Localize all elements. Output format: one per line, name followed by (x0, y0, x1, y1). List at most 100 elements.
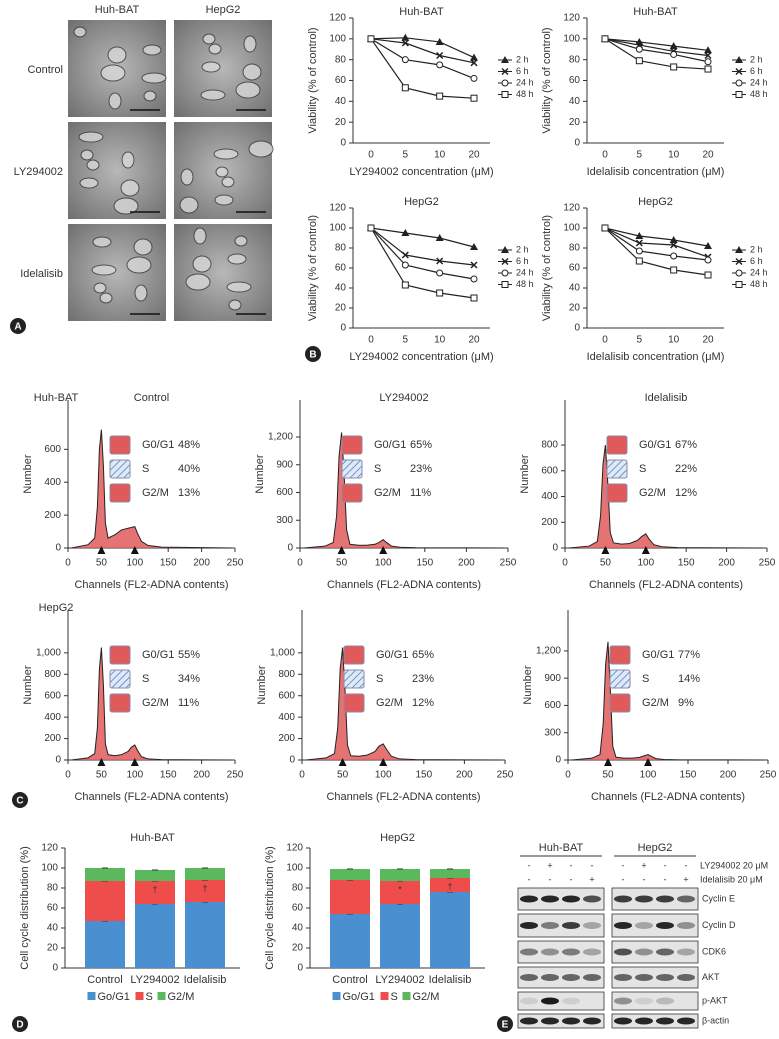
row-label: LY294002 (14, 166, 63, 178)
x-tick-label: 150 (160, 558, 177, 569)
legend-swatch (109, 483, 131, 503)
x-tick-label: 250 (500, 558, 517, 569)
y-tick-label: 600 (541, 465, 558, 476)
bar-segment (380, 904, 420, 968)
y-tick-label: 60 (335, 75, 347, 86)
legend-label: S (374, 463, 381, 475)
marker (401, 229, 410, 236)
cell (78, 131, 104, 143)
y-axis-title: Number (519, 454, 531, 493)
blot-band (614, 922, 632, 929)
blot-band (541, 997, 559, 1005)
legend-label: Go/G1 (98, 991, 130, 1003)
legend-label: S (391, 991, 398, 1003)
marker (470, 294, 478, 302)
marker (401, 56, 409, 64)
protein-label: CDK6 (702, 946, 726, 956)
y-tick-label: 80 (335, 54, 347, 65)
legend-label: 48 h (516, 89, 534, 99)
bar-segment (380, 869, 420, 881)
x-tick-label: 50 (600, 558, 612, 569)
y-axis-title: Viability (% of control) (307, 215, 319, 321)
legend-value: 55% (178, 649, 200, 661)
x-axis-title: Channels (FL2-ADNA contents) (591, 791, 745, 803)
cell (180, 168, 194, 186)
legend-label: 2 h (750, 54, 763, 64)
legend-label: G0/G1 (376, 649, 408, 661)
x-tick-label: 10 (668, 335, 680, 346)
y-tick-label: 600 (276, 487, 293, 498)
marker (669, 42, 678, 50)
blot-band (635, 974, 653, 981)
blot-band (583, 948, 601, 956)
annotation: † (152, 884, 157, 894)
bar-segment (330, 914, 370, 968)
marker (470, 94, 478, 102)
panel-label-badge (305, 346, 321, 362)
cell (227, 253, 247, 265)
x-axis-title: Idelalisib concentration (μM) (587, 351, 725, 363)
legend-label: S (376, 673, 383, 685)
x-tick-label: 20 (702, 335, 714, 346)
y-tick-label: 400 (278, 712, 295, 723)
legend-marker (735, 56, 743, 63)
series-line (370, 38, 475, 79)
y-tick-label: 1,000 (270, 647, 295, 658)
row-label: Huh-BAT (34, 392, 79, 404)
cell (185, 273, 211, 291)
legend-marker (501, 91, 509, 98)
legend-marker (735, 79, 743, 87)
marker (367, 224, 375, 232)
bar-segment (185, 868, 225, 880)
x-tick-label: 50 (602, 770, 614, 781)
y-axis-title: Number (522, 665, 534, 704)
legend-swatch (109, 645, 131, 665)
marker (470, 59, 478, 67)
x-tick-label: 150 (680, 770, 697, 781)
chart-title: Huh-BAT (633, 6, 678, 18)
x-tick-label: 50 (96, 558, 108, 569)
bar-segment (430, 869, 470, 878)
blot-band (635, 948, 653, 956)
gate-marker (379, 758, 388, 766)
cell (215, 166, 229, 178)
x-tick-label: Control (332, 974, 367, 986)
legend-label: S (639, 463, 646, 475)
blot-band (677, 1017, 695, 1025)
panel-label: C (16, 796, 23, 807)
column-header: Huh-BAT (95, 4, 140, 16)
legend-swatch (87, 992, 96, 1000)
blot-band (583, 922, 601, 929)
x-axis-title: Channels (FL2-ADNA contents) (589, 579, 743, 591)
marker (367, 35, 375, 43)
protein-label: β-actin (702, 1015, 729, 1025)
y-tick-label: 20 (47, 943, 59, 954)
y-tick-label: 80 (569, 54, 581, 65)
x-tick-label: 20 (468, 150, 480, 161)
x-axis-title: Channels (FL2-ADNA contents) (327, 579, 481, 591)
y-tick-label: 100 (329, 223, 346, 234)
legend-marker (501, 281, 509, 288)
legend-marker (501, 67, 509, 76)
blot-band (583, 974, 601, 981)
legend-label: 48 h (750, 89, 768, 99)
gate-marker (338, 758, 347, 766)
legend-label: G2/M (639, 487, 666, 499)
bar-segment (185, 880, 225, 902)
x-tick-label: 0 (368, 150, 374, 161)
legend-marker (501, 257, 509, 266)
x-tick-label: Idelalisib (184, 974, 227, 986)
row-label: HepG2 (39, 602, 74, 614)
legend-swatch (341, 483, 363, 503)
y-axis-title: Viability (% of control) (307, 27, 319, 133)
legend-swatch (341, 459, 363, 479)
y-tick-label: 120 (41, 843, 58, 854)
gate-marker (604, 758, 612, 766)
marker (635, 247, 643, 255)
x-tick-label: 150 (678, 558, 695, 569)
x-tick-label: 150 (160, 770, 177, 781)
series-line (604, 38, 709, 51)
marker (704, 58, 712, 66)
cell (126, 256, 152, 274)
